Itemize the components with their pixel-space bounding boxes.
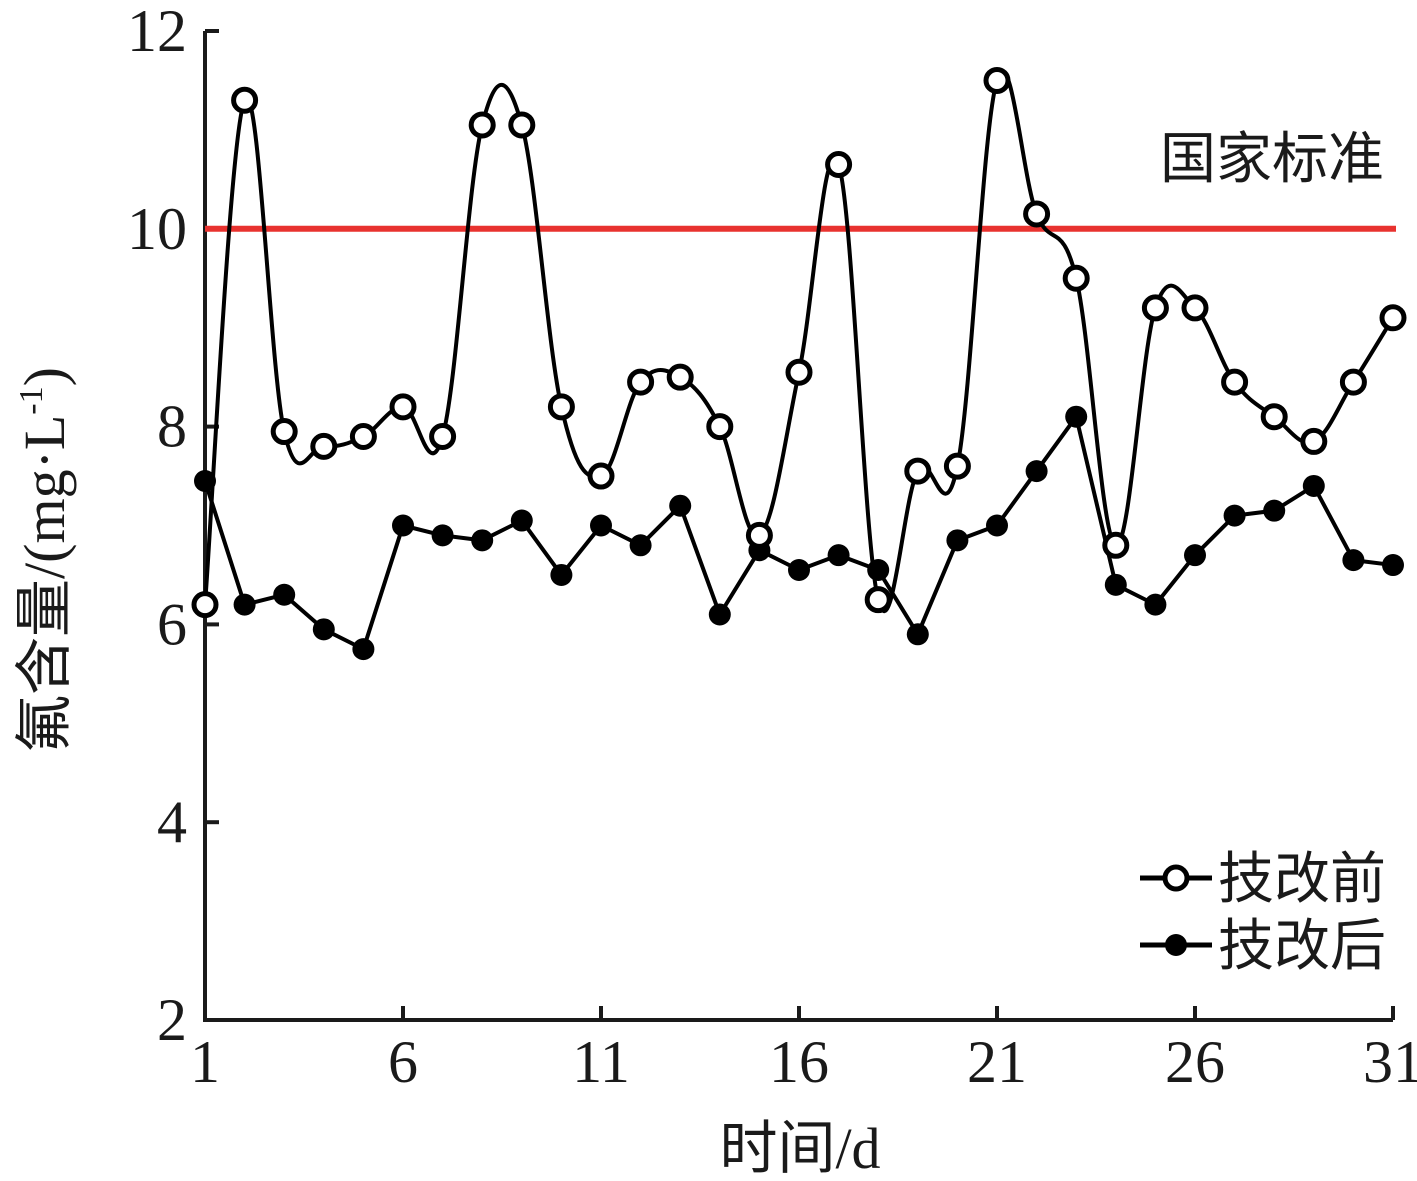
data-point-filled: [827, 544, 850, 567]
y-tick-label: 6: [157, 591, 187, 657]
data-point-open: [1300, 427, 1328, 455]
data-point-filled: [392, 514, 414, 537]
data-point-open: [349, 422, 377, 450]
y-ticks: 2 4 6 8 10 12: [127, 0, 219, 1053]
reference-line-label: 国家标准: [1160, 129, 1384, 191]
data-point-open: [864, 586, 892, 614]
data-point-filled: [273, 583, 296, 606]
data-point-filled: [471, 529, 494, 552]
data-point-open: [825, 151, 853, 179]
x-tick-label: 31: [1363, 1029, 1417, 1095]
data-point-filled: [550, 563, 573, 586]
data-point-open: [1181, 294, 1209, 322]
series-before: [191, 66, 1407, 619]
data-point-filled: [233, 593, 256, 616]
x-tick-label: 11: [572, 1029, 630, 1095]
data-point-filled: [1382, 554, 1404, 577]
data-point-open: [191, 591, 219, 619]
x-axis-label: 时间/d: [719, 1116, 880, 1181]
data-point-filled: [1342, 549, 1365, 572]
data-point-open: [1062, 264, 1090, 292]
data-point-filled: [1223, 504, 1246, 527]
data-point-filled: [1025, 460, 1048, 483]
data-point-open: [785, 358, 813, 386]
x-tick-label: 26: [1165, 1029, 1225, 1095]
legend-item: 技改后: [1140, 916, 1386, 978]
y-axis-label-superscript: -1: [13, 386, 50, 414]
data-point-open: [1379, 304, 1407, 332]
y-axis-label: 氟含量/(mg·L-1): [12, 367, 77, 753]
series-line: [203, 414, 1394, 652]
data-point-filled: [788, 559, 810, 582]
data-point-open: [745, 521, 773, 549]
x-tick-label: 21: [967, 1029, 1027, 1095]
data-point-filled: [194, 469, 216, 492]
data-point-filled: [669, 494, 692, 517]
data-point-filled: [1065, 405, 1088, 428]
legend-label: 技改前: [1218, 849, 1386, 911]
data-point-filled: [708, 603, 731, 626]
y-tick-label: 10: [127, 196, 187, 262]
data-point-filled: [946, 529, 969, 552]
data-point-open: [1023, 200, 1051, 228]
data-point-filled: [986, 514, 1008, 537]
data-point-open: [1339, 368, 1367, 396]
data-point-filled: [1184, 544, 1206, 567]
data-point-filled: [431, 524, 454, 547]
data-point-open: [1102, 531, 1130, 559]
data-point-open: [468, 111, 496, 139]
data-point-open: [270, 418, 298, 446]
data-point-open: [429, 422, 457, 450]
data-point-filled: [1263, 499, 1286, 522]
data-point-open: [904, 457, 932, 485]
data-point-open: [231, 86, 259, 114]
y-tick-label: 4: [157, 789, 187, 855]
data-point-open: [587, 462, 615, 490]
x-tick-label: 16: [769, 1029, 829, 1095]
data-point-open: [983, 66, 1011, 94]
legend-item: 技改前: [1140, 849, 1386, 911]
data-point-open: [627, 368, 655, 396]
y-axis-label-main: 氟含量/(mg·L: [12, 415, 77, 753]
data-point-filled: [352, 638, 375, 661]
data-point-filled: [1302, 474, 1325, 497]
legend-marker-open: [1162, 864, 1190, 892]
y-tick-label: 8: [157, 394, 187, 460]
data-point-filled: [906, 623, 929, 646]
legend-label: 技改后: [1218, 916, 1386, 978]
data-point-filled: [510, 509, 533, 532]
data-point-filled: [312, 618, 335, 641]
data-point-open: [1260, 403, 1288, 431]
data-point-filled: [1104, 573, 1127, 596]
series-layer: [191, 66, 1407, 661]
data-point-open: [943, 452, 971, 480]
data-point-open: [310, 432, 338, 460]
x-tick-label: 1: [190, 1029, 220, 1095]
series-line: [203, 69, 1395, 613]
data-point-open: [1141, 294, 1169, 322]
data-point-open: [547, 393, 575, 421]
data-point-filled: [1144, 593, 1167, 616]
y-axis-label-close: ): [12, 367, 77, 386]
data-point-open: [389, 393, 417, 421]
data-point-filled: [590, 514, 612, 537]
x-tick-label: 6: [388, 1029, 418, 1095]
data-point-open: [508, 111, 536, 139]
data-point-open: [706, 413, 734, 441]
x-ticks: 1 6 11 16 21 26 31: [190, 1006, 1417, 1095]
data-point-filled: [629, 534, 652, 557]
data-point-open: [666, 363, 694, 391]
legend-marker-filled: [1165, 934, 1187, 956]
y-tick-label: 12: [127, 0, 187, 64]
series-after: [194, 405, 1404, 661]
data-point-open: [1221, 368, 1249, 396]
y-tick-label: 2: [157, 987, 187, 1053]
